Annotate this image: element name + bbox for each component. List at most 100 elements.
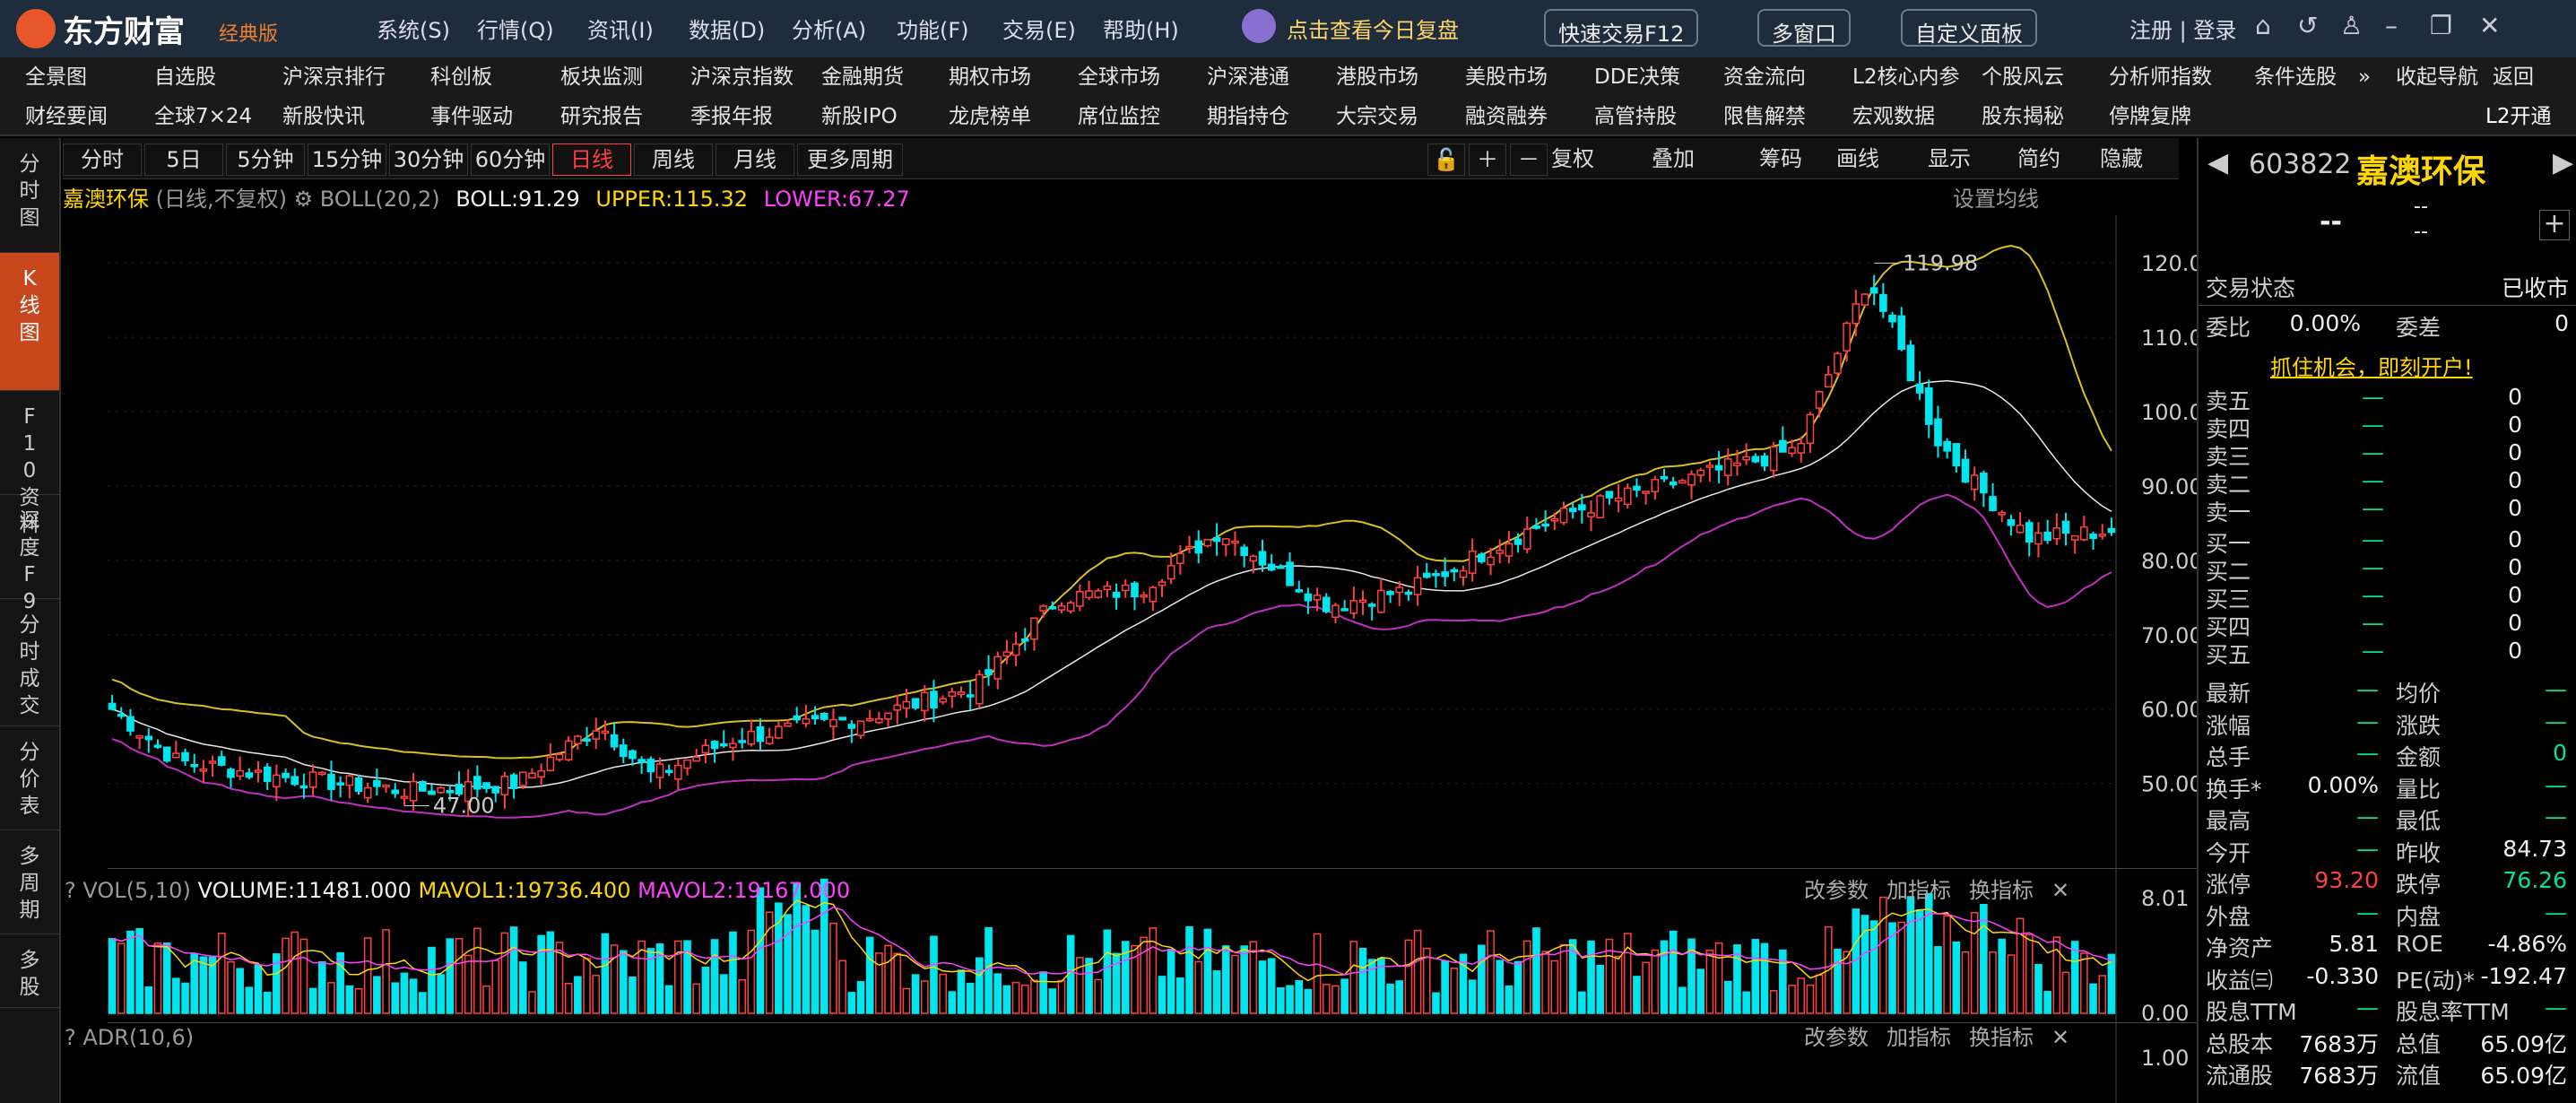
period-tab-8[interactable]: 月线 (716, 143, 794, 176)
menu-help[interactable]: 帮助(H) (1103, 18, 1179, 43)
gear-icon[interactable]: ⚙ (293, 187, 314, 212)
nav1-item-19[interactable]: 收起导航 (2396, 65, 2478, 89)
minimize-icon[interactable]: – (2385, 11, 2398, 40)
sidebar-tab-4[interactable]: 分时成交 (0, 599, 59, 726)
nav1-item-14[interactable]: L2核心内参 (1852, 65, 1960, 89)
toolbar-right-2[interactable]: 筹码 (1759, 146, 1802, 171)
adr-btn-2[interactable]: 换指标 (1969, 1025, 2034, 1050)
adr-help-icon[interactable]: ? (65, 1025, 76, 1050)
login-link[interactable]: 注册 | 登录 (2129, 18, 2237, 43)
sidebar-tab-7[interactable]: 多股 (0, 934, 59, 1008)
adr-btn-0[interactable]: 改参数 (1804, 1025, 1869, 1050)
nav2-item-0[interactable]: 财经要闻 (25, 105, 108, 128)
nav2-item-10[interactable]: 大宗交易 (1336, 105, 1418, 128)
toolbar-right-1[interactable]: 叠加 (1652, 146, 1695, 171)
menu-data[interactable]: 数据(D) (689, 18, 766, 43)
l2-open-link[interactable]: L2开通 (2485, 105, 2552, 128)
toolbar-right-6[interactable]: 隐藏 (2100, 146, 2143, 171)
nav2-item-4[interactable]: 研究报告 (560, 105, 643, 128)
adr-close-icon[interactable]: ✕ (2051, 1025, 2070, 1050)
menu-news[interactable]: 资讯(I) (587, 18, 654, 43)
open-account-link[interactable]: 抓住机会，即刻开户! (2270, 355, 2473, 380)
period-tab-1[interactable]: 5日 (144, 143, 223, 176)
period-tab-9[interactable]: 更多周期 (797, 143, 903, 176)
nav1-item-9[interactable]: 沪深港通 (1207, 65, 1289, 89)
prev-stock-icon[interactable]: ◀ (2207, 147, 2229, 178)
nav1-item-15[interactable]: 个股风云 (1982, 65, 2064, 89)
nav1-item-12[interactable]: DDE决策 (1594, 65, 1680, 89)
vol-btn-2[interactable]: 换指标 (1969, 878, 2034, 903)
robot-icon[interactable] (1242, 9, 1276, 43)
home-icon[interactable]: ⌂ (2255, 11, 2271, 40)
nav2-item-14[interactable]: 宏观数据 (1852, 105, 1935, 128)
nav2-item-12[interactable]: 高管持股 (1594, 105, 1677, 128)
period-tab-5[interactable]: 60分钟 (471, 143, 550, 176)
nav2-item-6[interactable]: 新股IPO (821, 105, 898, 128)
nav2-item-15[interactable]: 股东揭秘 (1982, 105, 2064, 128)
nav2-item-3[interactable]: 事件驱动 (430, 105, 513, 128)
nav1-item-4[interactable]: 板块监测 (560, 65, 643, 89)
kline-chart[interactable]: 120.00110.00100.0090.0080.0070.0060.0050… (63, 215, 2286, 1103)
nav1-item-11[interactable]: 美股市场 (1465, 65, 1548, 89)
vol-help-icon[interactable]: ? (65, 878, 76, 903)
close-icon[interactable]: ✕ (2479, 11, 2501, 40)
nav2-item-1[interactable]: 全球7×24 (154, 105, 253, 128)
skin-icon[interactable]: ♙ (2340, 11, 2364, 40)
sidebar-tab-6[interactable]: 多周期 (0, 830, 59, 934)
menu-trade[interactable]: 交易(E) (1002, 18, 1076, 43)
zoom-out-icon[interactable]: － (1510, 143, 1548, 176)
nav1-item-8[interactable]: 全球市场 (1078, 65, 1160, 89)
vol-close-icon[interactable]: ✕ (2051, 878, 2070, 903)
indicator-name[interactable]: BOLL(20,2) (319, 187, 440, 212)
nav2-item-13[interactable]: 限售解禁 (1723, 105, 1806, 128)
toolbar-right-3[interactable]: 画线 (1836, 146, 1879, 171)
nav1-item-5[interactable]: 沪深京指数 (690, 65, 794, 89)
adr-label[interactable]: ADR(10,6) (82, 1025, 195, 1050)
custom-panel-button[interactable]: 自定义面板 (1901, 9, 2037, 47)
zoom-in-icon[interactable]: ＋ (1469, 143, 1506, 176)
lock-icon[interactable]: 🔓 (1427, 143, 1465, 176)
nav1-item-0[interactable]: 全景图 (25, 65, 87, 89)
nav1-item-17[interactable]: 条件选股 (2254, 65, 2337, 89)
adr-btn-1[interactable]: 加指标 (1886, 1025, 1951, 1050)
add-watchlist-icon[interactable]: + (2539, 210, 2570, 240)
quick-trade-button[interactable]: 快速交易F12 (1544, 9, 1699, 47)
nav1-item-6[interactable]: 金融期货 (821, 65, 904, 89)
nav2-item-5[interactable]: 季报年报 (690, 105, 773, 128)
nav2-item-8[interactable]: 席位监控 (1078, 105, 1160, 128)
vol-btn-0[interactable]: 改参数 (1804, 878, 1869, 903)
nav2-item-7[interactable]: 龙虎榜单 (949, 105, 1031, 128)
nav2-item-16[interactable]: 停牌复牌 (2109, 105, 2191, 128)
nav2-item-2[interactable]: 新股快讯 (282, 105, 365, 128)
menu-quotes[interactable]: 行情(Q) (477, 18, 554, 43)
vol-btn-1[interactable]: 加指标 (1886, 878, 1951, 903)
menu-system[interactable]: 系统(S) (377, 18, 450, 43)
menu-function[interactable]: 功能(F) (897, 18, 969, 43)
sidebar-tab-5[interactable]: 分价表 (0, 726, 59, 830)
nav2-item-11[interactable]: 融资融券 (1465, 105, 1548, 128)
multi-window-button[interactable]: 多窗口 (1757, 9, 1851, 47)
period-tab-0[interactable]: 分时 (63, 143, 142, 176)
nav1-item-10[interactable]: 港股市场 (1336, 65, 1418, 89)
period-tab-2[interactable]: 5分钟 (226, 143, 305, 176)
nav1-item-7[interactable]: 期权市场 (949, 65, 1031, 89)
toolbar-right-4[interactable]: 显示 (1928, 146, 1971, 171)
set-ma-button[interactable]: 设置均线 (1953, 187, 2039, 212)
period-tab-4[interactable]: 30分钟 (389, 143, 468, 176)
period-tab-6[interactable]: 日线 (552, 143, 631, 176)
toolbar-right-0[interactable]: 复权 (1551, 146, 1594, 171)
nav1-item-20[interactable]: 返回 (2493, 65, 2534, 89)
nav1-item-2[interactable]: 沪深京排行 (282, 65, 386, 89)
sidebar-tab-0[interactable]: 分时图 (0, 138, 59, 253)
nav1-item-3[interactable]: 科创板 (430, 65, 492, 89)
nav1-item-13[interactable]: 资金流向 (1723, 65, 1806, 89)
period-tab-7[interactable]: 周线 (634, 143, 713, 176)
promo-link[interactable]: 点击查看今日复盘 (1287, 18, 1459, 43)
nav1-item-18[interactable]: » (2358, 65, 2372, 89)
vol-label[interactable]: VOL(5,10) (82, 878, 191, 903)
refresh-icon[interactable]: ↺ (2297, 11, 2319, 40)
restore-icon[interactable]: ❐ (2430, 11, 2453, 40)
